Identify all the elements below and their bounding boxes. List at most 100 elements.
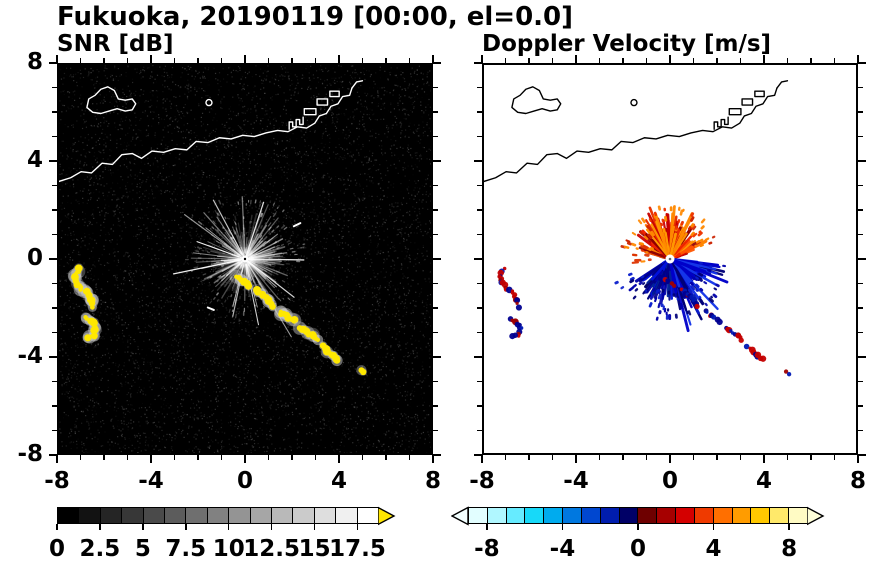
colorbar-cell xyxy=(732,508,752,523)
axis-tick xyxy=(551,455,554,460)
x-axis-tick-label: 0 xyxy=(236,468,253,494)
axis-tick xyxy=(833,58,836,63)
axis-tick xyxy=(338,55,340,63)
axis-tick xyxy=(126,455,129,460)
colorbar-cell xyxy=(694,508,714,523)
axis-tick xyxy=(477,429,482,432)
axis-tick xyxy=(49,160,57,162)
axis-tick xyxy=(433,307,438,309)
axis-tick xyxy=(477,209,482,211)
axis-tick xyxy=(385,455,387,460)
axis-tick xyxy=(477,86,482,89)
colorbar-tick xyxy=(313,524,316,530)
axis-tick xyxy=(858,209,863,211)
colorbar-tick-label: 0 xyxy=(48,536,65,562)
x-axis-tick-label: 4 xyxy=(755,468,772,494)
axis-tick xyxy=(716,455,718,460)
axis-tick xyxy=(56,455,58,463)
axis-tick xyxy=(433,62,441,64)
axis-tick xyxy=(244,55,246,63)
axis-tick xyxy=(220,455,223,460)
axis-tick xyxy=(433,233,438,236)
axis-tick xyxy=(52,429,57,432)
colorbar-cell xyxy=(544,508,564,523)
x-axis-tick-label: -8 xyxy=(44,468,70,494)
axis-tick xyxy=(474,356,482,358)
axis-tick xyxy=(858,86,863,89)
axis-tick xyxy=(858,111,863,113)
axis-tick xyxy=(669,455,671,463)
axis-tick xyxy=(433,380,438,383)
colorbar-tick-label: 17.5 xyxy=(329,536,386,562)
axis-tick xyxy=(197,58,199,63)
colorbar-cell xyxy=(293,508,315,523)
axis-tick xyxy=(858,62,866,64)
colorbar-cell xyxy=(143,508,166,523)
axis-tick xyxy=(126,58,129,63)
doppler-over-range-arrow xyxy=(807,506,825,525)
colorbar-tick xyxy=(486,524,488,530)
axis-tick xyxy=(52,380,57,383)
colorbar-cell xyxy=(506,508,526,523)
axis-tick xyxy=(244,455,246,463)
colorbar-cell xyxy=(165,508,187,523)
axis-tick xyxy=(857,55,859,63)
axis-tick xyxy=(432,55,434,63)
axis-tick xyxy=(361,455,364,460)
axis-tick xyxy=(858,405,863,407)
axis-tick xyxy=(49,454,57,456)
axis-tick xyxy=(474,454,482,456)
axis-tick xyxy=(739,58,742,63)
x-axis-tick-label: -8 xyxy=(469,468,495,494)
axis-tick xyxy=(692,455,695,460)
colorbar-cell xyxy=(207,508,230,523)
axis-tick xyxy=(858,380,863,383)
axis-tick xyxy=(504,58,507,63)
colorbar-tick-label: 2.5 xyxy=(79,536,121,562)
colorbar-cell xyxy=(751,508,771,523)
colorbar-cell xyxy=(122,508,144,523)
axis-tick xyxy=(408,58,411,63)
axis-tick xyxy=(763,455,765,463)
axis-tick xyxy=(56,55,58,63)
axis-tick xyxy=(52,209,57,211)
axis-tick xyxy=(52,307,57,309)
axis-tick xyxy=(49,356,57,358)
axis-tick xyxy=(858,258,866,260)
axis-tick xyxy=(52,405,57,407)
axis-tick xyxy=(477,135,482,138)
axis-tick xyxy=(669,55,671,63)
y-axis-tick-label: 0 xyxy=(26,245,43,271)
x-axis-tick-label: 8 xyxy=(424,468,441,494)
axis-tick xyxy=(52,331,57,334)
axis-tick xyxy=(433,135,438,138)
colorbar-tick xyxy=(56,524,58,530)
colorbar-tick-label: 15 xyxy=(298,536,331,562)
axis-tick xyxy=(858,454,866,456)
axis-tick xyxy=(314,58,317,63)
axis-tick xyxy=(433,160,441,162)
axis-tick xyxy=(408,455,411,460)
y-axis-tick-label: -4 xyxy=(17,343,43,369)
colorbar-tick xyxy=(227,524,230,530)
axis-tick xyxy=(858,282,863,285)
axis-tick xyxy=(810,455,812,460)
axis-tick xyxy=(79,455,82,460)
colorbar-tick xyxy=(99,524,101,530)
colorbar-cell xyxy=(272,508,294,523)
axis-tick xyxy=(433,209,438,211)
axis-tick xyxy=(433,405,438,407)
axis-tick xyxy=(52,86,57,89)
axis-tick xyxy=(433,331,438,334)
colorbar-tick-label: 12.5 xyxy=(243,536,301,562)
doppler-under-range-arrow xyxy=(451,505,469,526)
colorbar-tick-label: -8 xyxy=(474,536,500,562)
axis-tick xyxy=(622,455,624,460)
axis-tick xyxy=(52,184,57,187)
colorbar-cell xyxy=(676,508,695,523)
axis-tick xyxy=(645,58,648,63)
colorbar-tick xyxy=(712,524,715,530)
colorbar-cell xyxy=(469,508,488,523)
axis-tick xyxy=(474,160,482,162)
